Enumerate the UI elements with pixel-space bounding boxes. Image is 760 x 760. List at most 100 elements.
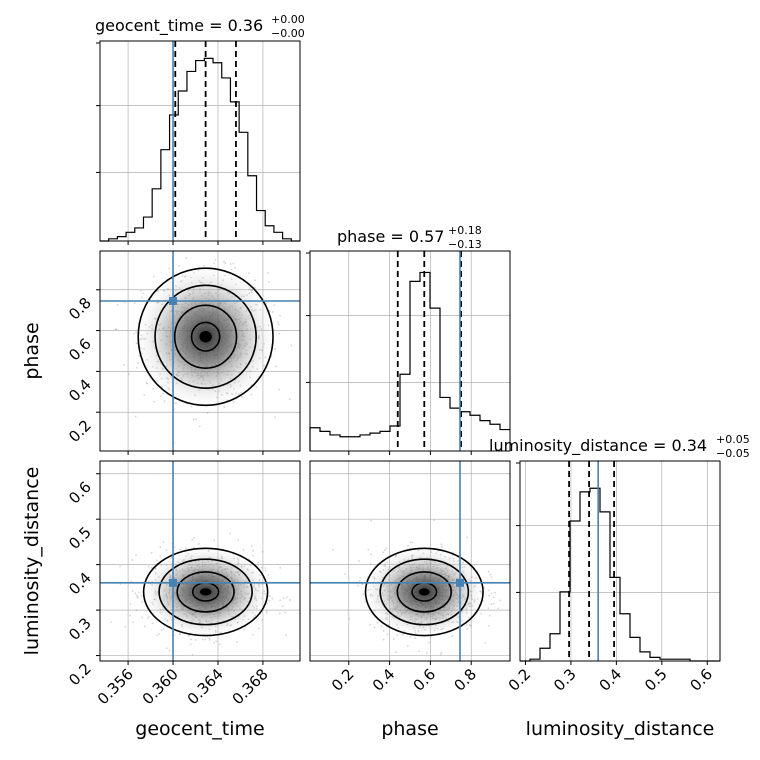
panel-luminosity_distance-vs-phase-sample <box>386 633 389 636</box>
panel-luminosity_distance-vs-geocent_time-sample <box>159 546 162 548</box>
panel-luminosity_distance-vs-phase-sample <box>411 541 414 544</box>
panel-luminosity_distance-vs-phase-sample <box>466 627 469 630</box>
panel-luminosity_distance-vs-geocent_time-sample <box>279 599 282 602</box>
panel-luminosity_distance-vs-phase-sample <box>488 594 491 597</box>
panel-luminosity_distance-vs-geocent_time-sample <box>252 549 254 552</box>
panel-luminosity_distance-vs-phase-sample <box>332 548 335 551</box>
xtick-label-luminosity_distance-3: 0.5 <box>641 665 671 695</box>
panel-phase-vs-geocent_time-sample <box>223 260 225 263</box>
panel-luminosity_distance-vs-geocent_time-sample <box>208 638 211 641</box>
panel-luminosity_distance-vs-phase-sample <box>487 607 490 610</box>
panel-phase-vs-geocent_time-contours <box>137 267 274 407</box>
panel-phase-vs-geocent_time-sample <box>140 296 143 299</box>
panel-luminosity_distance-vs-geocent_time-sample <box>165 549 168 552</box>
panel-luminosity_distance-vs-phase-sample <box>488 614 491 617</box>
xtick-label-phase-2: 0.6 <box>410 665 440 695</box>
panel-luminosity_distance-vs-geocent_time-sample <box>213 539 216 542</box>
panel-luminosity_distance-vs-geocent_time-sample <box>289 599 291 601</box>
ytick-label-luminosity_distance-3: 0.5 <box>65 523 95 553</box>
panel-phase-vs-geocent_time-sample <box>145 382 148 384</box>
panel-luminosity_distance-vs-geocent_time-sample <box>191 538 194 541</box>
panel-phase-vs-geocent_time-contour-3 <box>137 267 274 407</box>
panel-luminosity_distance-vs-phase-sample <box>359 576 362 579</box>
panel-luminosity_distance-vs-phase-sample <box>409 541 412 544</box>
panel-phase-vs-geocent_time-sample <box>224 262 227 265</box>
panel-luminosity_distance-vs-phase-sample <box>373 626 376 629</box>
panel-luminosity_distance-vs-geocent_time-sample <box>213 642 215 644</box>
panel-luminosity_distance-vs-phase-sample <box>466 536 468 539</box>
title-geocent-time-minus: −0.00 <box>271 27 305 40</box>
panel-luminosity_distance-vs-geocent_time-truth-marker <box>169 578 178 587</box>
ytick-label-phase-1: 0.4 <box>65 376 95 406</box>
panel-phase-vs-geocent_time-sample <box>195 418 197 421</box>
hist-geocent_time-bg <box>100 41 300 241</box>
panel-luminosity_distance-vs-phase-contours <box>364 547 484 637</box>
panel-phase-vs-geocent_time-sample <box>254 279 256 282</box>
panel-phase-vs-geocent_time-sample <box>97 300 99 302</box>
panel-phase-vs-geocent_time-sample <box>206 411 209 414</box>
panel-luminosity_distance-vs-geocent_time-sample <box>135 594 138 597</box>
panel-luminosity_distance-vs-phase-sample <box>367 548 370 551</box>
panel-luminosity_distance-vs-phase-frame <box>309 460 511 662</box>
panel-phase-vs-geocent_time-sample <box>232 262 235 265</box>
panel-luminosity_distance-vs-geocent_time-sample <box>165 647 168 650</box>
panel-phase-vs-geocent_time-sample <box>136 366 138 369</box>
panel-phase-vs-geocent_time-sample <box>234 266 236 269</box>
xlabel-geocent-time: geocent_time <box>135 718 264 740</box>
panel-luminosity_distance-vs-phase-sample <box>494 591 497 594</box>
panel-phase-vs-geocent_time-sample <box>185 257 188 260</box>
panel-phase-vs-geocent_time-sample <box>273 304 276 307</box>
panel-luminosity_distance-vs-geocent_time-sample <box>156 634 159 637</box>
title-luminosity-distance-plus: +0.05 <box>716 433 750 446</box>
panel-luminosity_distance-vs-geocent_time-sample <box>278 612 281 615</box>
ytick-label-luminosity_distance-1: 0.3 <box>65 614 95 644</box>
panel-luminosity_distance-vs-geocent_time-sample <box>189 643 192 646</box>
panel-luminosity_distance-vs-phase-peak <box>418 588 430 596</box>
panel-luminosity_distance-vs-geocent_time-sample <box>129 603 132 605</box>
panel-phase-vs-geocent_time-sample <box>290 344 293 347</box>
panel-phase-vs-geocent_time-sample <box>134 415 137 418</box>
hist-luminosity_distance-bg <box>520 461 720 661</box>
panel-luminosity_distance-vs-geocent_time-sample <box>257 627 260 630</box>
panel-luminosity_distance-vs-geocent_time-sample <box>284 611 286 614</box>
xtick-label-geocent_time-0: 0.356 <box>94 665 137 708</box>
panel-luminosity_distance-vs-phase-sample <box>451 635 453 638</box>
panel-luminosity_distance-vs-phase-sample <box>469 624 472 627</box>
panel-phase-vs-geocent_time-sample <box>143 393 146 396</box>
xlabel-phase: phase <box>381 718 438 740</box>
panel-luminosity_distance-vs-phase-sample <box>489 573 492 576</box>
panel-luminosity_distance-vs-phase-truth-marker <box>456 578 464 587</box>
panel-luminosity_distance-vs-phase-sample <box>499 599 501 602</box>
panel-luminosity_distance-vs-phase-sample <box>487 570 490 573</box>
hist-luminosity_distance-frame <box>519 460 721 662</box>
ytick-label-luminosity_distance-4: 0.6 <box>65 478 95 508</box>
panel-luminosity_distance-vs-geocent_time-sample <box>193 536 195 539</box>
panel-luminosity_distance-vs-phase-sample <box>490 603 493 606</box>
panel-luminosity_distance-vs-phase-sample <box>425 652 428 655</box>
xtick-label-geocent_time-3: 0.368 <box>229 665 272 708</box>
ylabel-luminosity-distance: luminosity_distance <box>21 467 43 656</box>
xtick-label-phase-0: 0.2 <box>328 665 358 695</box>
panel-phase-vs-geocent_time-contour-2 <box>154 284 257 389</box>
panel-phase-vs-geocent_time-sample <box>214 258 217 261</box>
panel-phase-vs-geocent_time-sample <box>140 289 143 292</box>
hist-geocent_time-frame <box>99 40 301 242</box>
panel-phase-vs-geocent_time-frame <box>99 250 301 452</box>
title-luminosity-distance: luminosity_distance = 0.34 +0.05 −0.05 <box>489 433 750 460</box>
title-phase-text: phase = 0.57 <box>337 227 444 246</box>
panel-phase-vs-geocent_time-sample <box>114 328 117 331</box>
panel-luminosity_distance-vs-geocent_time-sample <box>130 580 133 583</box>
title-phase-plus: +0.18 <box>448 224 482 237</box>
panel-luminosity_distance-vs-geocent_time-sample <box>198 542 200 545</box>
panel-luminosity_distance-vs-geocent_time-sample <box>132 621 135 624</box>
panel-luminosity_distance-vs-geocent_time-sample <box>136 596 139 599</box>
panel-luminosity_distance-vs-phase-sample <box>484 641 487 644</box>
panel-phase-vs-geocent_time-peak <box>199 331 212 343</box>
panel-luminosity_distance-vs-geocent_time-sample <box>251 554 254 557</box>
ytick-label-luminosity_distance-0: 0.2 <box>65 660 95 690</box>
panel-phase-vs-geocent_time-sample <box>279 314 281 317</box>
panel-luminosity_distance-vs-geocent_time-sample <box>229 532 232 535</box>
xtick-label-phase-1: 0.4 <box>369 665 399 695</box>
panel-luminosity_distance-vs-phase-sample <box>382 638 385 641</box>
ytick-label-phase-3: 0.8 <box>65 294 95 324</box>
